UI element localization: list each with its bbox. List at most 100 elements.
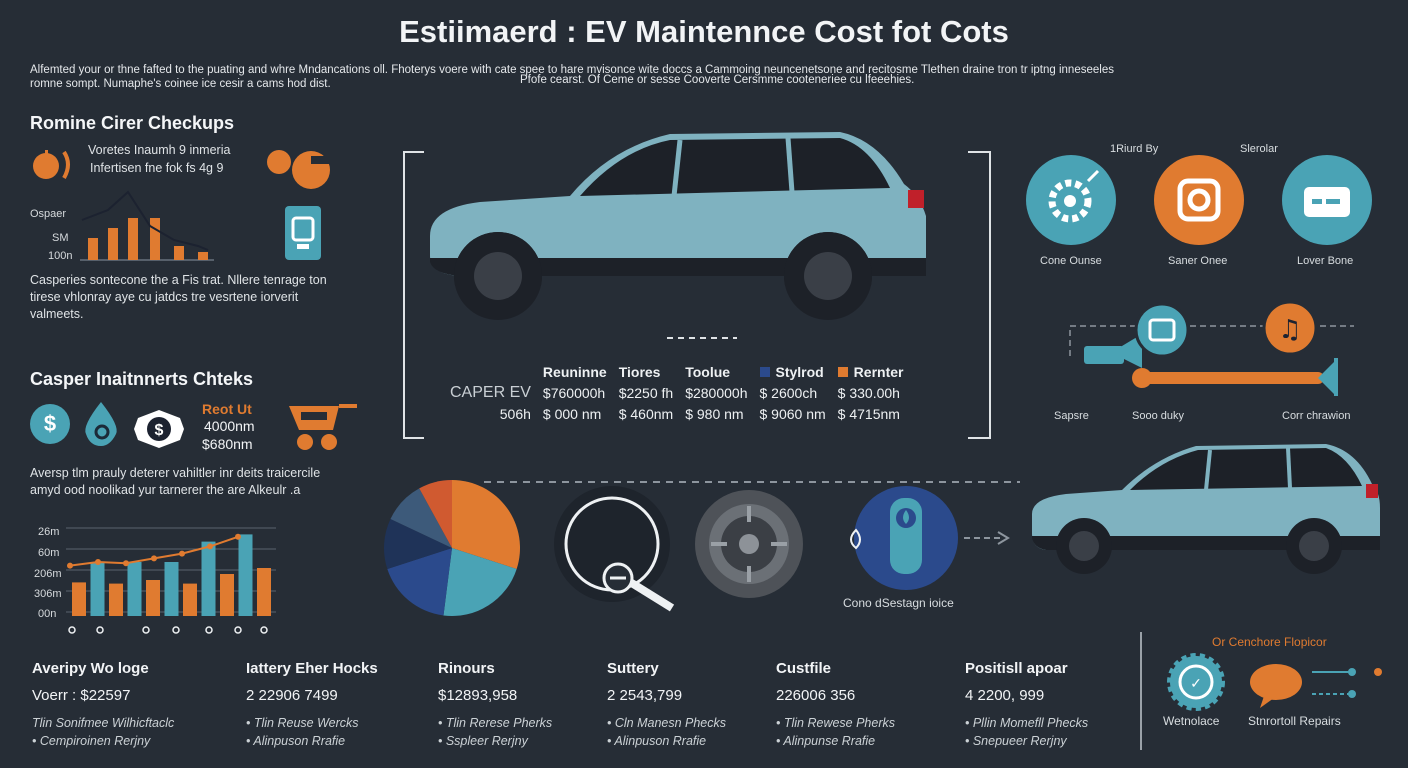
table-cell: $ 460nm: [618, 406, 674, 422]
chart2-axis-marker: [142, 626, 150, 634]
footer-line: • Alinpunse Rrafie: [776, 734, 876, 748]
table-cell: $ 000 nm: [542, 406, 602, 422]
camera-icon: [1154, 155, 1244, 245]
section2-paragraph: Aversp tlm prauly deterer vahiltler inr …: [30, 465, 380, 499]
footer-line: • Tlin Rewese Pherks: [776, 716, 896, 730]
pie-slice: [390, 488, 452, 548]
footer-line: • Cln Manesn Phecks: [607, 716, 727, 730]
mini-bar: [88, 238, 98, 260]
chart2-bar: [257, 568, 271, 616]
section-routine-checkups-title: Romine Cirer Checkups: [30, 113, 235, 133]
chart2-tick: 206m: [34, 568, 62, 580]
mini-bar: [198, 252, 208, 260]
footer-value: 2 22906 7499: [246, 687, 338, 704]
reot-value-1: 4000nm: [204, 418, 255, 434]
gear-badge-icon: ✓: [1167, 653, 1225, 711]
chart2-bar: [201, 541, 216, 616]
footer-value: 4 2200, 999: [965, 687, 1045, 704]
connector-dots: [1312, 668, 1382, 698]
footer-value: Voerr : $22597: [32, 687, 131, 704]
page-title: Estiimaerd : EV Maintennce Cost fot Cots: [399, 14, 1009, 49]
footer-line: • Cempiroinen Rerjny: [32, 734, 151, 748]
footer-title: Suttery: [607, 660, 659, 677]
chart2-tick: 00n: [38, 608, 57, 620]
footer-title: Iattery Eher Hocks: [246, 660, 378, 677]
footer-value: 2 2543,799: [607, 687, 683, 704]
table-header-row: Reuninne Tiores Toolue Stylrod Rernter: [444, 362, 909, 382]
table-cell: $ 9060 nm: [759, 406, 826, 422]
table-header: Tiores: [618, 364, 661, 380]
chart1-tick-sm: SM: [52, 232, 69, 244]
arrow-connector: [964, 531, 1010, 545]
footer-column: Custfile 226006 356 • Tlin Rewese Pherks…: [776, 660, 936, 750]
service-icon: [850, 486, 958, 590]
section1-paragraph-line: tirese vhlonray aye cu jatdcs tre vesrte…: [30, 290, 299, 304]
table-cell: $ 330.00h: [837, 385, 900, 401]
section1-note-line2: Infertisen fne fok fs 4g 9: [90, 161, 224, 175]
footer-line: • Snepueer Rerjny: [965, 734, 1067, 748]
chart2-bar: [90, 562, 105, 616]
flow-label-3: Corr chrawion: [1282, 410, 1351, 422]
chart2-tick: 306m: [34, 588, 62, 600]
chart2-bar: [183, 583, 197, 616]
chart2-trend-point: [67, 562, 73, 569]
water-drop-icon: [85, 402, 117, 446]
footer-title: Rinours: [438, 660, 495, 677]
chart2-trend-point: [207, 543, 213, 550]
footer-column: Averipy Wo loge Voerr : $22597 Tlin Soni…: [32, 660, 192, 750]
table-header: Reuninne: [542, 364, 607, 380]
table-corner: [444, 362, 537, 382]
svg-text:✓: ✓: [1190, 675, 1202, 691]
footer-line: • Tlin Reuse Wercks: [246, 716, 359, 730]
reot-label: Reot Ut: [202, 401, 252, 417]
wallet-icon: [1282, 155, 1372, 245]
chart2-bar: [72, 582, 86, 616]
dollar-circle-icon: $: [30, 404, 70, 444]
footer-line: • Alinpuson Rrafie: [607, 734, 707, 748]
apple-icon: [33, 150, 70, 179]
ev-car-side-image: [1032, 444, 1380, 574]
car-frame: [403, 151, 991, 439]
flow-label-1: Sapsre: [1054, 410, 1089, 422]
footer-line: • Tlin Rerese Pherks: [438, 716, 553, 730]
footer-column: Iattery Eher Hocks 2 22906 7499 • Tlin R…: [246, 660, 406, 750]
chart2-bar: [220, 574, 234, 616]
chart2-bar: [164, 562, 179, 616]
section2-paragraph-line: Aversp tlm prauly deterer vahiltler inr …: [30, 466, 321, 480]
footer-line: • Sspleer Rerjny: [438, 734, 528, 748]
chart2-bar: [146, 580, 160, 616]
mini-bar: [128, 218, 138, 260]
chart1-tick-100n: 100n: [48, 250, 73, 262]
subtitle-line2: romne sompt. Numaphe's coinee ice cesir …: [30, 78, 331, 90]
ev-car-image: [420, 132, 932, 326]
table-cell: $760000h: [542, 385, 606, 401]
section1-paragraph-line: Casperies sontecone the a Fis trat. Nlle…: [30, 273, 327, 287]
footer-value: 226006 356: [776, 687, 856, 704]
footer-value: $12893,958: [438, 687, 518, 704]
footer-title: Custfile: [776, 660, 832, 677]
pie-slice: [443, 548, 517, 616]
table-cell: $ 2600ch: [759, 385, 818, 401]
table-cell: $ 980 nm: [685, 406, 744, 422]
gear-icon: [1026, 155, 1116, 245]
chart2-trend-point: [179, 550, 185, 557]
chart2-tick: 26m: [38, 526, 60, 538]
mini-bar: [108, 228, 118, 260]
chart2-axis-marker: [172, 626, 180, 634]
dollar-badge-icon: $: [134, 410, 184, 448]
subtitle-line1: Alfemted your or thne fafted to the puat…: [30, 64, 1114, 76]
right-foot-label-1: Wetnolace: [1163, 714, 1220, 728]
table-cell: $280000h: [685, 385, 748, 401]
phone-icon: [285, 206, 321, 260]
cost-pie-chart: [384, 480, 520, 616]
chart1-label: Ospaer: [30, 208, 67, 220]
chart2-axis-marker: [68, 626, 76, 634]
table-row: CAPER EV $760000h $2250 fh $280000h $ 26…: [444, 382, 909, 404]
section2-paragraph-line: amyd ood noolikad yur tarnerer the are A…: [30, 483, 301, 497]
footer-title: Averipy Wo loge: [32, 660, 149, 677]
chart2-bar: [127, 562, 142, 616]
mini-bar-chart: [80, 190, 214, 261]
subtitle-line3: Pfofe cearst. Of Ceme or sesse Cooverte …: [520, 74, 915, 86]
pie-slice: [387, 548, 452, 616]
pie-slice: [452, 480, 520, 570]
